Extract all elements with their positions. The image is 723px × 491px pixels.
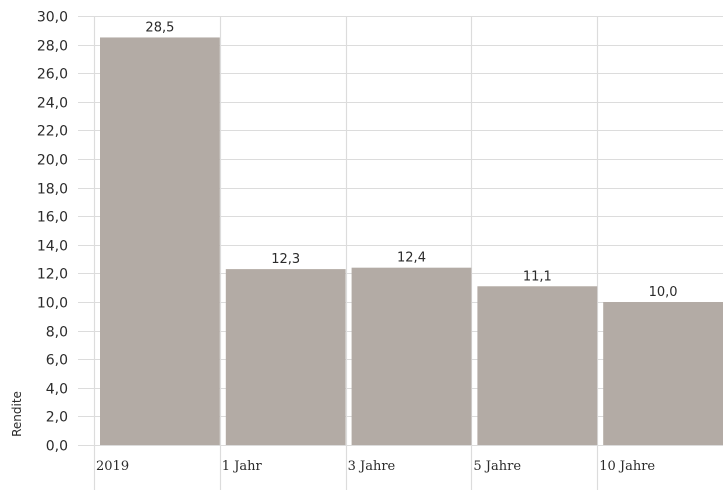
y-tick-label: 8,0	[46, 325, 68, 341]
bar	[477, 286, 598, 445]
y-tick-label: 24,0	[37, 96, 68, 112]
y-tick-label: 26,0	[37, 67, 68, 83]
y-tick-label: 12,0	[37, 267, 68, 283]
y-tick-label: 14,0	[37, 239, 68, 255]
y-tick-label: 20,0	[37, 153, 68, 169]
x-tick-label: 2019	[96, 459, 129, 474]
y-tick-label: 4,0	[46, 382, 68, 398]
y-axis-ticks: 0,0 2,0 4,0 6,0 8,0 10,0 12,0 14,0 16,0 18,0 20,0 2…	[37, 10, 68, 455]
y-tick-label: 0,0	[46, 439, 68, 455]
y-tick-label: 2,0	[46, 410, 68, 426]
data-label: 11,1	[523, 269, 552, 284]
x-tick-label: 3 Jahre	[348, 459, 396, 474]
y-tick-label: 18,0	[37, 182, 68, 198]
y-axis-title: Rendite	[10, 391, 24, 437]
bar	[225, 269, 346, 445]
y-tick-label: 22,0	[37, 124, 68, 140]
bar	[100, 37, 220, 445]
x-tick-label: 1 Jahr	[222, 459, 263, 474]
data-label: 12,3	[271, 252, 300, 267]
x-tick-label: 5 Jahre	[473, 459, 521, 474]
y-tick-label: 16,0	[37, 210, 68, 226]
data-label: 12,4	[397, 251, 426, 266]
y-tick-label: 6,0	[46, 353, 68, 369]
bar	[603, 302, 723, 445]
y-tick-label: 10,0	[37, 296, 68, 312]
x-axis-ticks: 2019 1 Jahr 3 Jahre 5 Jahre 10 Jahre	[96, 459, 655, 474]
y-tick-label: 28,0	[37, 39, 68, 55]
bars	[100, 37, 723, 445]
data-label: 10,0	[649, 285, 678, 300]
x-tick-label: 10 Jahre	[599, 459, 655, 474]
data-label: 28,5	[145, 20, 174, 35]
y-tick-label: 30,0	[37, 10, 68, 26]
data-labels: 28,5 12,3 12,4 11,1 10,0	[145, 20, 677, 300]
bar	[351, 267, 472, 445]
